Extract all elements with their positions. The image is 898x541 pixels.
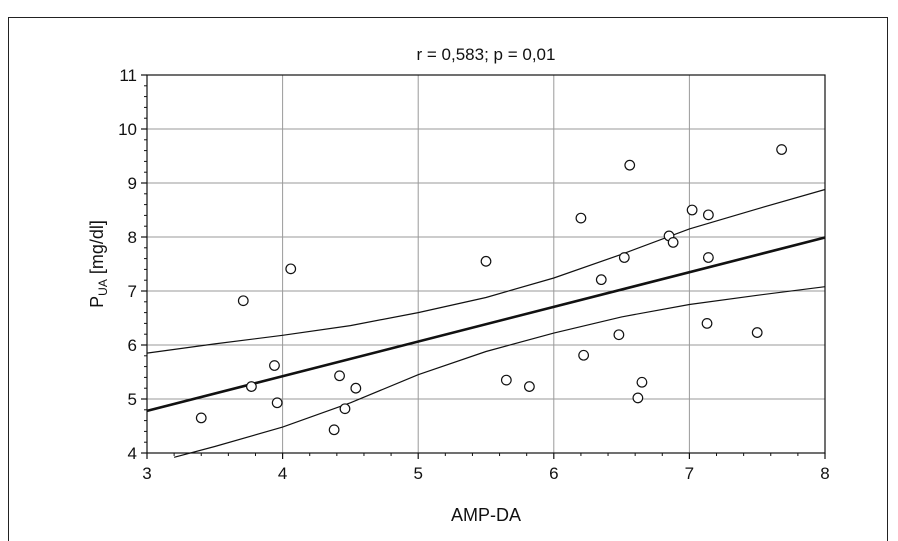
data-point <box>701 318 713 329</box>
x-tick-label: 7 <box>685 464 694 483</box>
data-point <box>271 397 283 409</box>
data-point <box>339 403 351 415</box>
data-point <box>269 360 280 371</box>
regression-line-group <box>146 236 826 413</box>
x-axis-ticks: 3 4 5 6 7 8 <box>142 453 830 483</box>
x-tick-label: 5 <box>413 464 422 483</box>
confidence-band-lower <box>173 286 826 458</box>
grid-lines <box>147 75 825 453</box>
data-point <box>195 412 207 424</box>
data-point <box>632 392 644 404</box>
y-tick-label: 11 <box>119 66 137 85</box>
y-tick-label: 5 <box>128 390 137 409</box>
data-point <box>350 382 362 394</box>
data-point <box>618 252 630 263</box>
confidence-band-upper <box>146 188 826 354</box>
y-tick-label: 4 <box>128 444 137 463</box>
data-point <box>328 424 340 436</box>
y-tick-label: 8 <box>128 228 137 247</box>
x-axis-label: AMP-DA <box>451 505 521 525</box>
y-tick-label: 6 <box>128 336 137 355</box>
data-point <box>285 263 297 275</box>
data-point <box>523 381 535 392</box>
x-tick-label: 8 <box>820 464 829 483</box>
data-point <box>776 144 788 155</box>
chart-title: r = 0,583; p = 0,01 <box>417 45 556 64</box>
x-tick-label: 4 <box>278 464 287 483</box>
y-axis-label-main: P <box>87 296 107 308</box>
y-tick-label: 9 <box>128 174 137 193</box>
figure-frame <box>8 17 888 541</box>
data-point <box>702 252 714 263</box>
data-points <box>195 144 788 436</box>
regression-line <box>146 236 826 413</box>
x-tick-label: 6 <box>549 464 558 483</box>
data-point <box>500 374 512 386</box>
data-point <box>575 212 587 224</box>
confidence-bands <box>146 188 826 458</box>
data-point <box>334 370 345 382</box>
data-point <box>624 159 636 171</box>
y-axis-ticks: 4 5 6 7 8 9 10 11 <box>118 66 147 463</box>
data-point <box>702 209 714 221</box>
data-point <box>636 376 648 388</box>
x-tick-label: 3 <box>142 464 151 483</box>
data-point <box>613 329 625 341</box>
y-tick-label: 10 <box>118 120 137 139</box>
data-point <box>751 327 763 338</box>
y-axis-label-sub: UA <box>96 279 110 296</box>
data-point <box>667 236 679 248</box>
data-point <box>246 381 257 392</box>
data-point <box>578 349 590 361</box>
data-point <box>480 255 492 267</box>
plot-area-border <box>146 74 826 454</box>
data-point <box>237 295 249 307</box>
y-axis-label-rest: [mg/dl] <box>87 220 107 279</box>
y-axis-label: PUA [mg/dl] <box>87 220 110 308</box>
data-point <box>686 204 698 216</box>
y-tick-label: 7 <box>128 282 137 301</box>
data-point <box>595 274 607 286</box>
